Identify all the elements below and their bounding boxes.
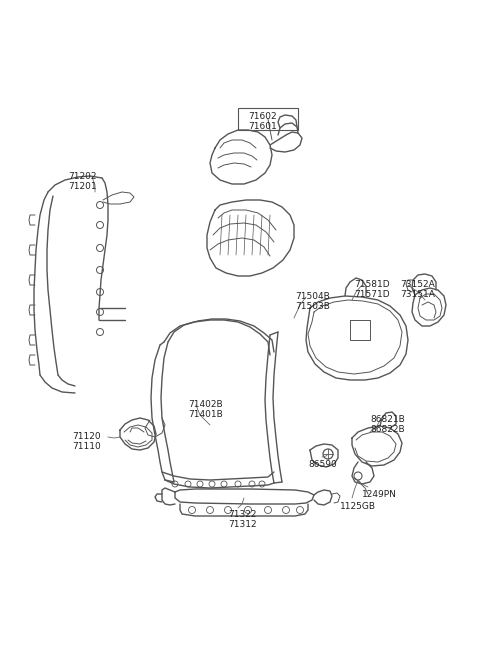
Text: 71322: 71322 xyxy=(228,510,256,519)
Text: 73152A: 73152A xyxy=(400,280,435,289)
Text: 1125GB: 1125GB xyxy=(340,502,376,511)
Text: 73151A: 73151A xyxy=(400,290,435,299)
Text: 71120: 71120 xyxy=(72,432,101,441)
Text: 71201: 71201 xyxy=(68,182,96,191)
Text: 86822B: 86822B xyxy=(370,425,405,434)
Text: 71581D: 71581D xyxy=(354,280,390,289)
Text: 71202: 71202 xyxy=(68,172,96,181)
Text: 71601: 71601 xyxy=(248,122,277,131)
Text: 71402B: 71402B xyxy=(188,400,223,409)
Text: 71503B: 71503B xyxy=(295,302,330,311)
Text: 71312: 71312 xyxy=(228,520,257,529)
Text: 71110: 71110 xyxy=(72,442,101,451)
Text: 86821B: 86821B xyxy=(370,415,405,424)
Text: 71602: 71602 xyxy=(248,112,276,121)
Text: 1249PN: 1249PN xyxy=(362,490,397,499)
Text: 71504B: 71504B xyxy=(295,292,330,301)
Bar xyxy=(238,108,298,130)
Text: 86590: 86590 xyxy=(308,460,337,469)
Text: 71571D: 71571D xyxy=(354,290,390,299)
Text: 71401B: 71401B xyxy=(188,410,223,419)
